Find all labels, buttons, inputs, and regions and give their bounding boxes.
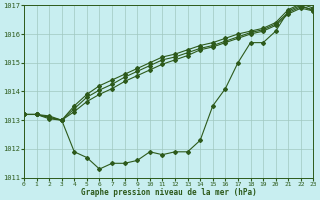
X-axis label: Graphe pression niveau de la mer (hPa): Graphe pression niveau de la mer (hPa): [81, 188, 257, 197]
